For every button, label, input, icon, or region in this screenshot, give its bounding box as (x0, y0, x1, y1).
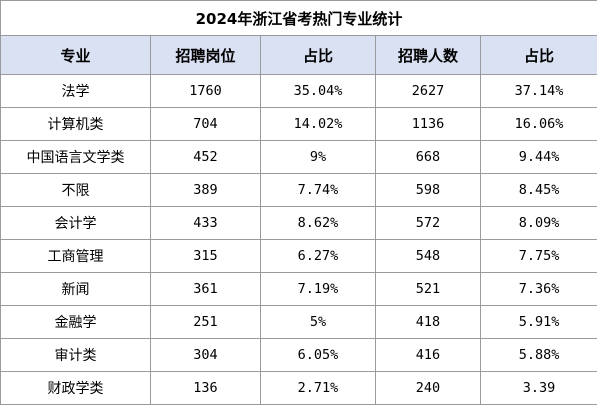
headcount-cell: 521 (375, 272, 481, 306)
headcount-cell: 668 (375, 140, 481, 174)
positions-share-cell: 2.71% (260, 371, 376, 405)
headcount-cell: 572 (375, 206, 481, 240)
table-row: 财政学类 136 2.71% 240 3.39 (0, 371, 597, 405)
major-cell: 计算机类 (0, 107, 151, 141)
major-cell: 不限 (0, 173, 151, 207)
positions-cell: 136 (150, 371, 261, 405)
major-cell: 工商管理 (0, 239, 151, 273)
table-row: 工商管理 315 6.27% 548 7.75% (0, 239, 597, 273)
headcount-cell: 418 (375, 305, 481, 339)
positions-cell: 1760 (150, 74, 261, 108)
headcount-share-cell: 37.14% (479, 74, 597, 108)
table-title: 2024年浙江省考热门专业统计 (0, 0, 597, 36)
major-cell: 会计学 (0, 206, 151, 240)
positions-share-cell: 35.04% (260, 74, 376, 108)
positions-share-cell: 7.19% (260, 272, 376, 306)
headcount-cell: 416 (375, 338, 481, 372)
positions-cell: 304 (150, 338, 261, 372)
positions-cell: 452 (150, 140, 261, 174)
positions-share-cell: 14.02% (260, 107, 376, 141)
headcount-cell: 240 (375, 371, 481, 405)
positions-share-cell: 9% (260, 140, 376, 174)
positions-cell: 389 (150, 173, 261, 207)
major-cell: 审计类 (0, 338, 151, 372)
positions-cell: 433 (150, 206, 261, 240)
header-row: 专业 招聘岗位 占比 招聘人数 占比 (0, 35, 597, 75)
headcount-share-cell: 7.36% (479, 272, 597, 306)
major-cell: 财政学类 (0, 371, 151, 405)
major-cell: 中国语言文学类 (0, 140, 151, 174)
table-row: 计算机类 704 14.02% 1136 16.06% (0, 107, 597, 141)
table-row: 不限 389 7.74% 598 8.45% (0, 173, 597, 207)
headcount-share-cell: 9.44% (479, 140, 597, 174)
headcount-cell: 548 (375, 239, 481, 273)
header-major: 专业 (0, 35, 151, 75)
title-row: 2024年浙江省考热门专业统计 (0, 0, 597, 36)
positions-cell: 704 (150, 107, 261, 141)
headcount-share-cell: 8.09% (479, 206, 597, 240)
table-row: 中国语言文学类 452 9% 668 9.44% (0, 140, 597, 174)
positions-share-cell: 5% (260, 305, 376, 339)
table-row: 新闻 361 7.19% 521 7.36% (0, 272, 597, 306)
headcount-share-cell: 7.75% (479, 239, 597, 273)
positions-cell: 315 (150, 239, 261, 273)
major-cell: 新闻 (0, 272, 151, 306)
header-positions-share: 占比 (260, 35, 376, 75)
positions-cell: 251 (150, 305, 261, 339)
table-row: 审计类 304 6.05% 416 5.88% (0, 338, 597, 372)
header-headcount: 招聘人数 (375, 35, 481, 75)
positions-share-cell: 6.05% (260, 338, 376, 372)
positions-cell: 361 (150, 272, 261, 306)
positions-share-cell: 7.74% (260, 173, 376, 207)
positions-share-cell: 6.27% (260, 239, 376, 273)
header-positions: 招聘岗位 (150, 35, 261, 75)
headcount-share-cell: 5.88% (479, 338, 597, 372)
headcount-cell: 2627 (375, 74, 481, 108)
major-cell: 金融学 (0, 305, 151, 339)
headcount-share-cell: 5.91% (479, 305, 597, 339)
headcount-share-cell: 16.06% (479, 107, 597, 141)
positions-share-cell: 8.62% (260, 206, 376, 240)
table-row: 会计学 433 8.62% 572 8.09% (0, 206, 597, 240)
table-row: 法学 1760 35.04% 2627 37.14% (0, 74, 597, 108)
major-cell: 法学 (0, 74, 151, 108)
headcount-cell: 1136 (375, 107, 481, 141)
header-headcount-share: 占比 (479, 35, 597, 75)
headcount-share-cell: 3.39 (479, 371, 597, 405)
headcount-cell: 598 (375, 173, 481, 207)
table-row: 金融学 251 5% 418 5.91% (0, 305, 597, 339)
headcount-share-cell: 8.45% (479, 173, 597, 207)
